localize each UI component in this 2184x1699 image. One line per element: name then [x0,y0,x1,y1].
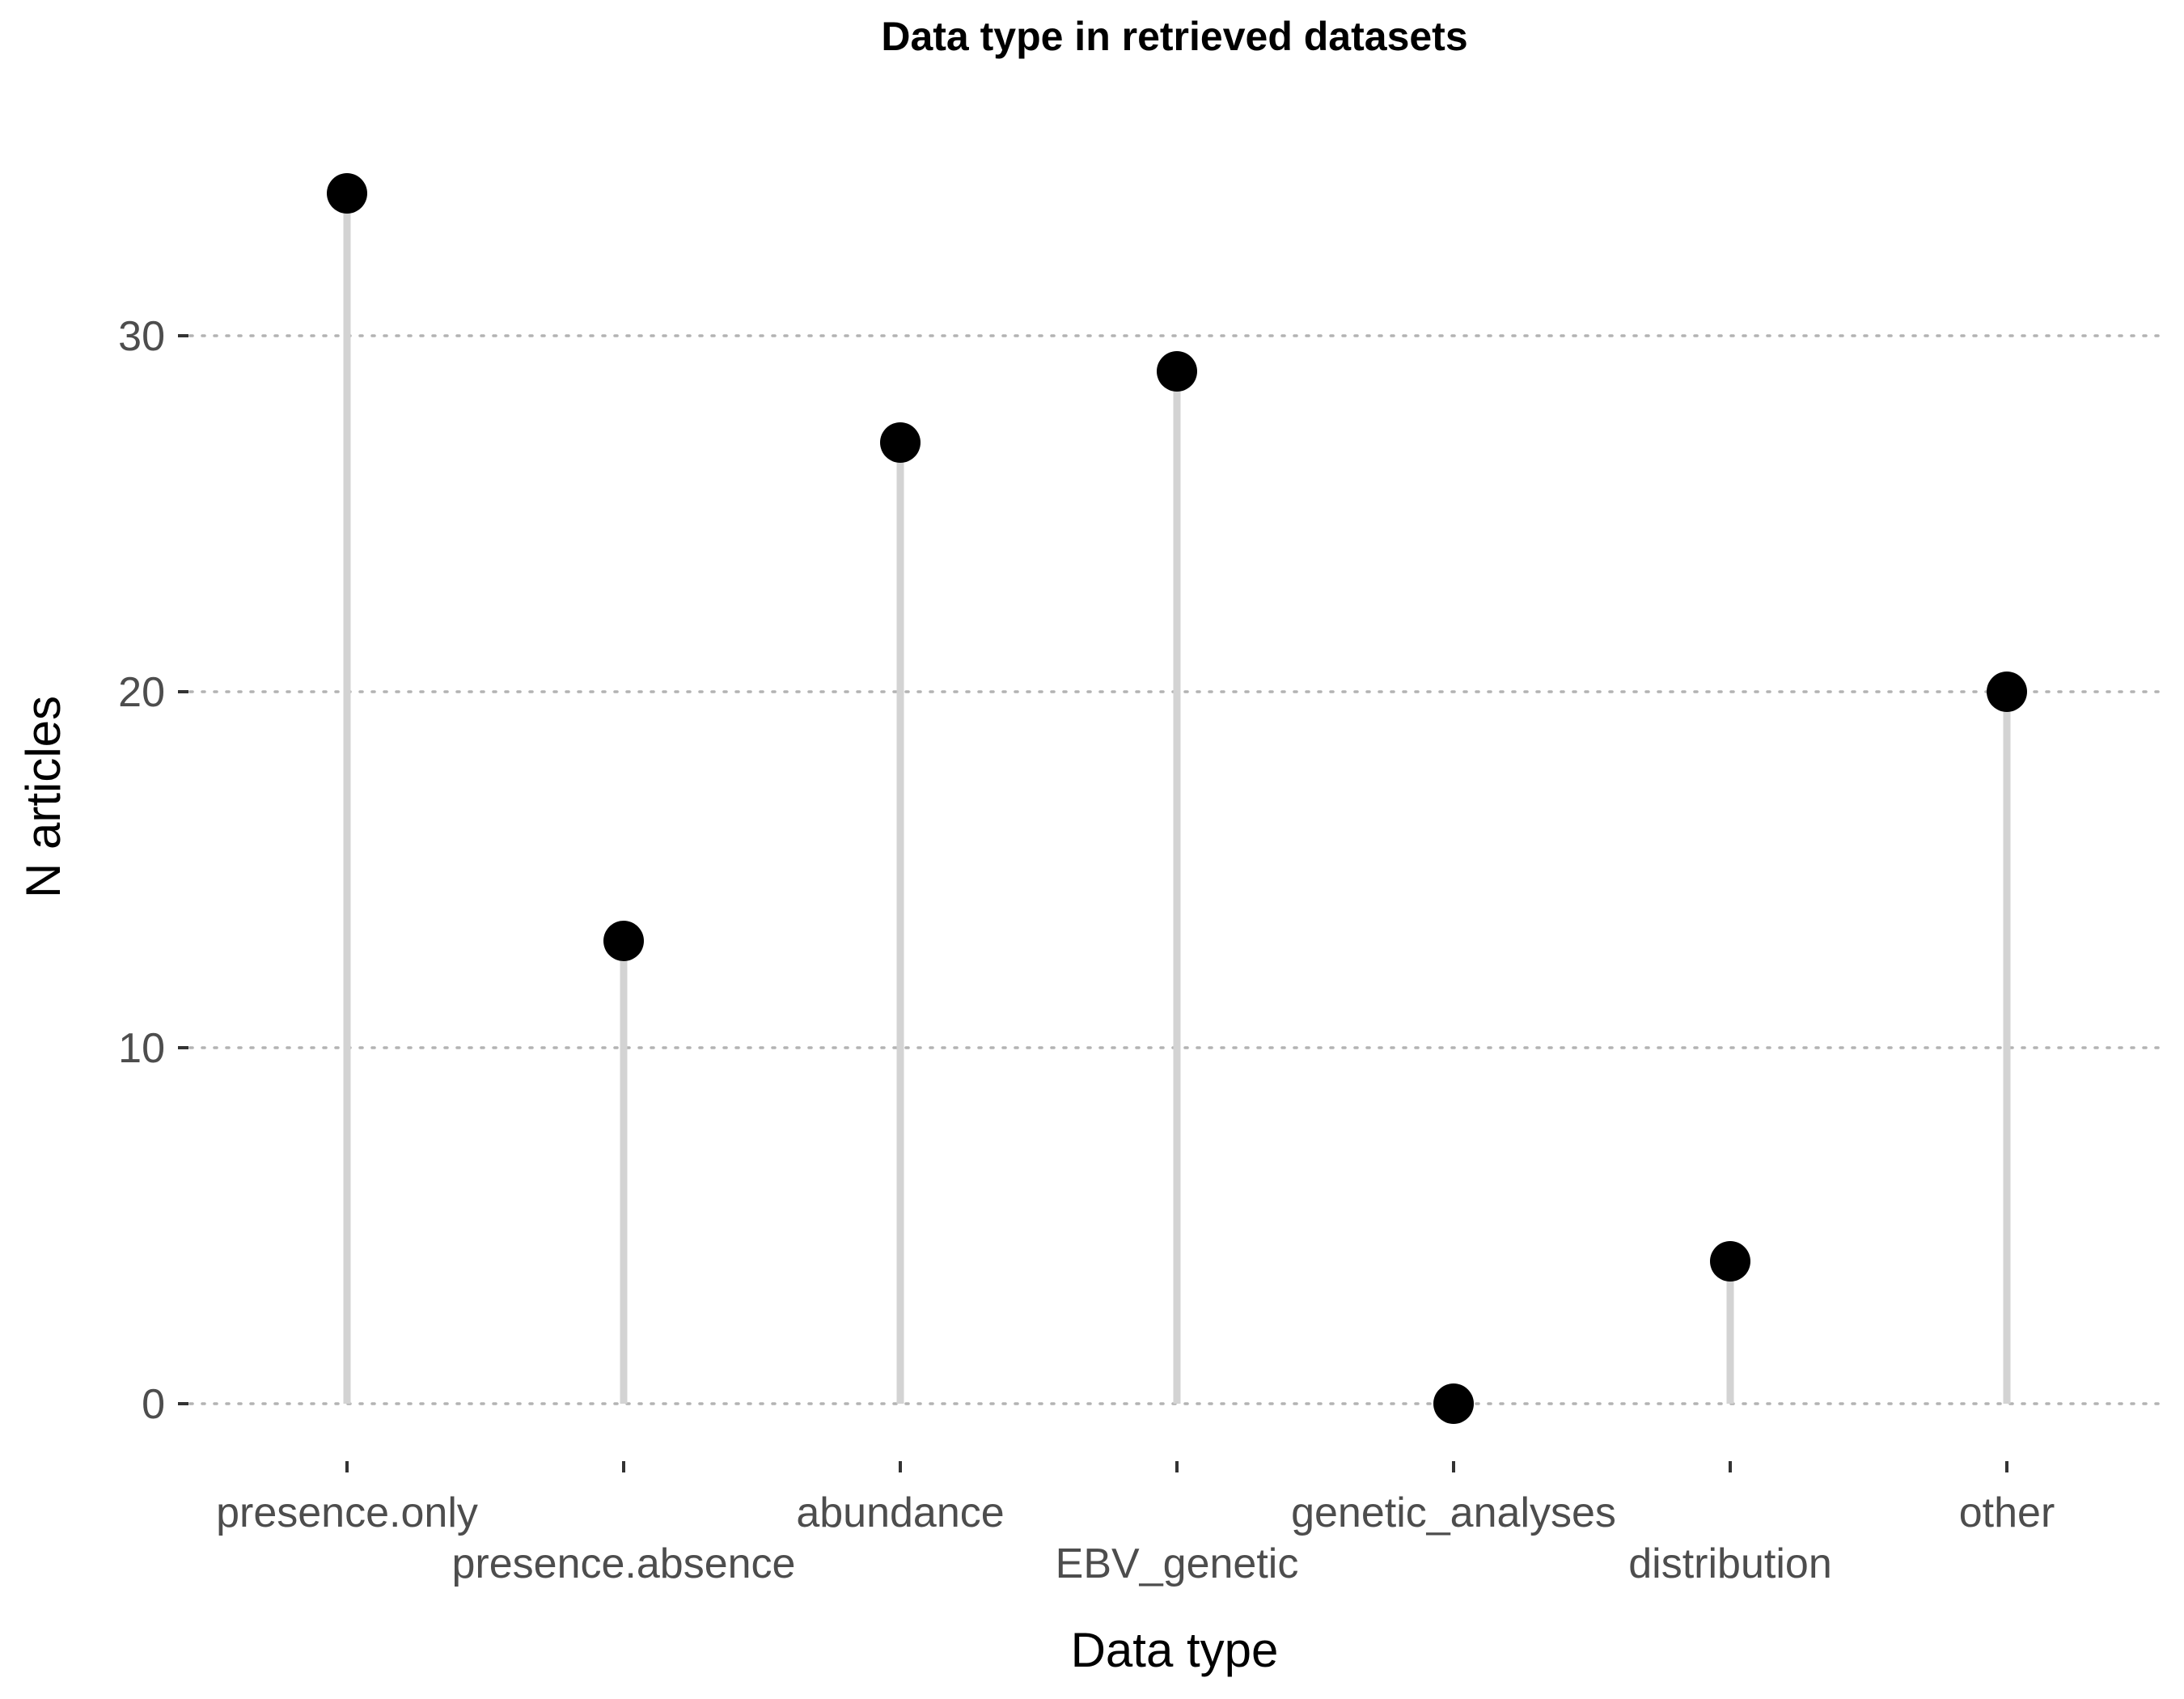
x-tick-label: presence.absence [452,1540,796,1587]
lollipop-point [1987,672,2027,712]
y-tick-label: 0 [142,1381,165,1428]
lollipop-point [603,921,644,961]
lollipop-points [327,173,2027,1424]
gridlines [188,334,2169,1405]
y-axis-title: N articles [16,696,70,898]
x-tick-label: EBV_genetic [1056,1540,1299,1587]
lollipop-point [1433,1383,1474,1424]
x-tick-label: presence.only [216,1489,478,1536]
x-tick-label: other [1959,1489,2055,1536]
y-axis: 0 10 20 30 [118,313,188,1428]
y-tick-label: 20 [118,669,165,716]
lollipop-point [1157,351,1197,392]
x-axis-title: Data type [1071,1623,1279,1677]
lollipop-stems [343,193,2011,1404]
lollipop-point [880,422,921,463]
x-tick-label: distribution [1628,1540,1831,1587]
lollipop-point [1710,1241,1750,1282]
y-tick-label: 10 [118,1025,165,1072]
x-tick-label: genetic_analyses [1291,1489,1616,1536]
chart-title: Data type in retrieved datasets [881,14,1467,59]
y-tick-label: 30 [118,313,165,360]
lollipop-point [327,173,367,214]
x-tick-label: abundance [796,1489,1004,1536]
